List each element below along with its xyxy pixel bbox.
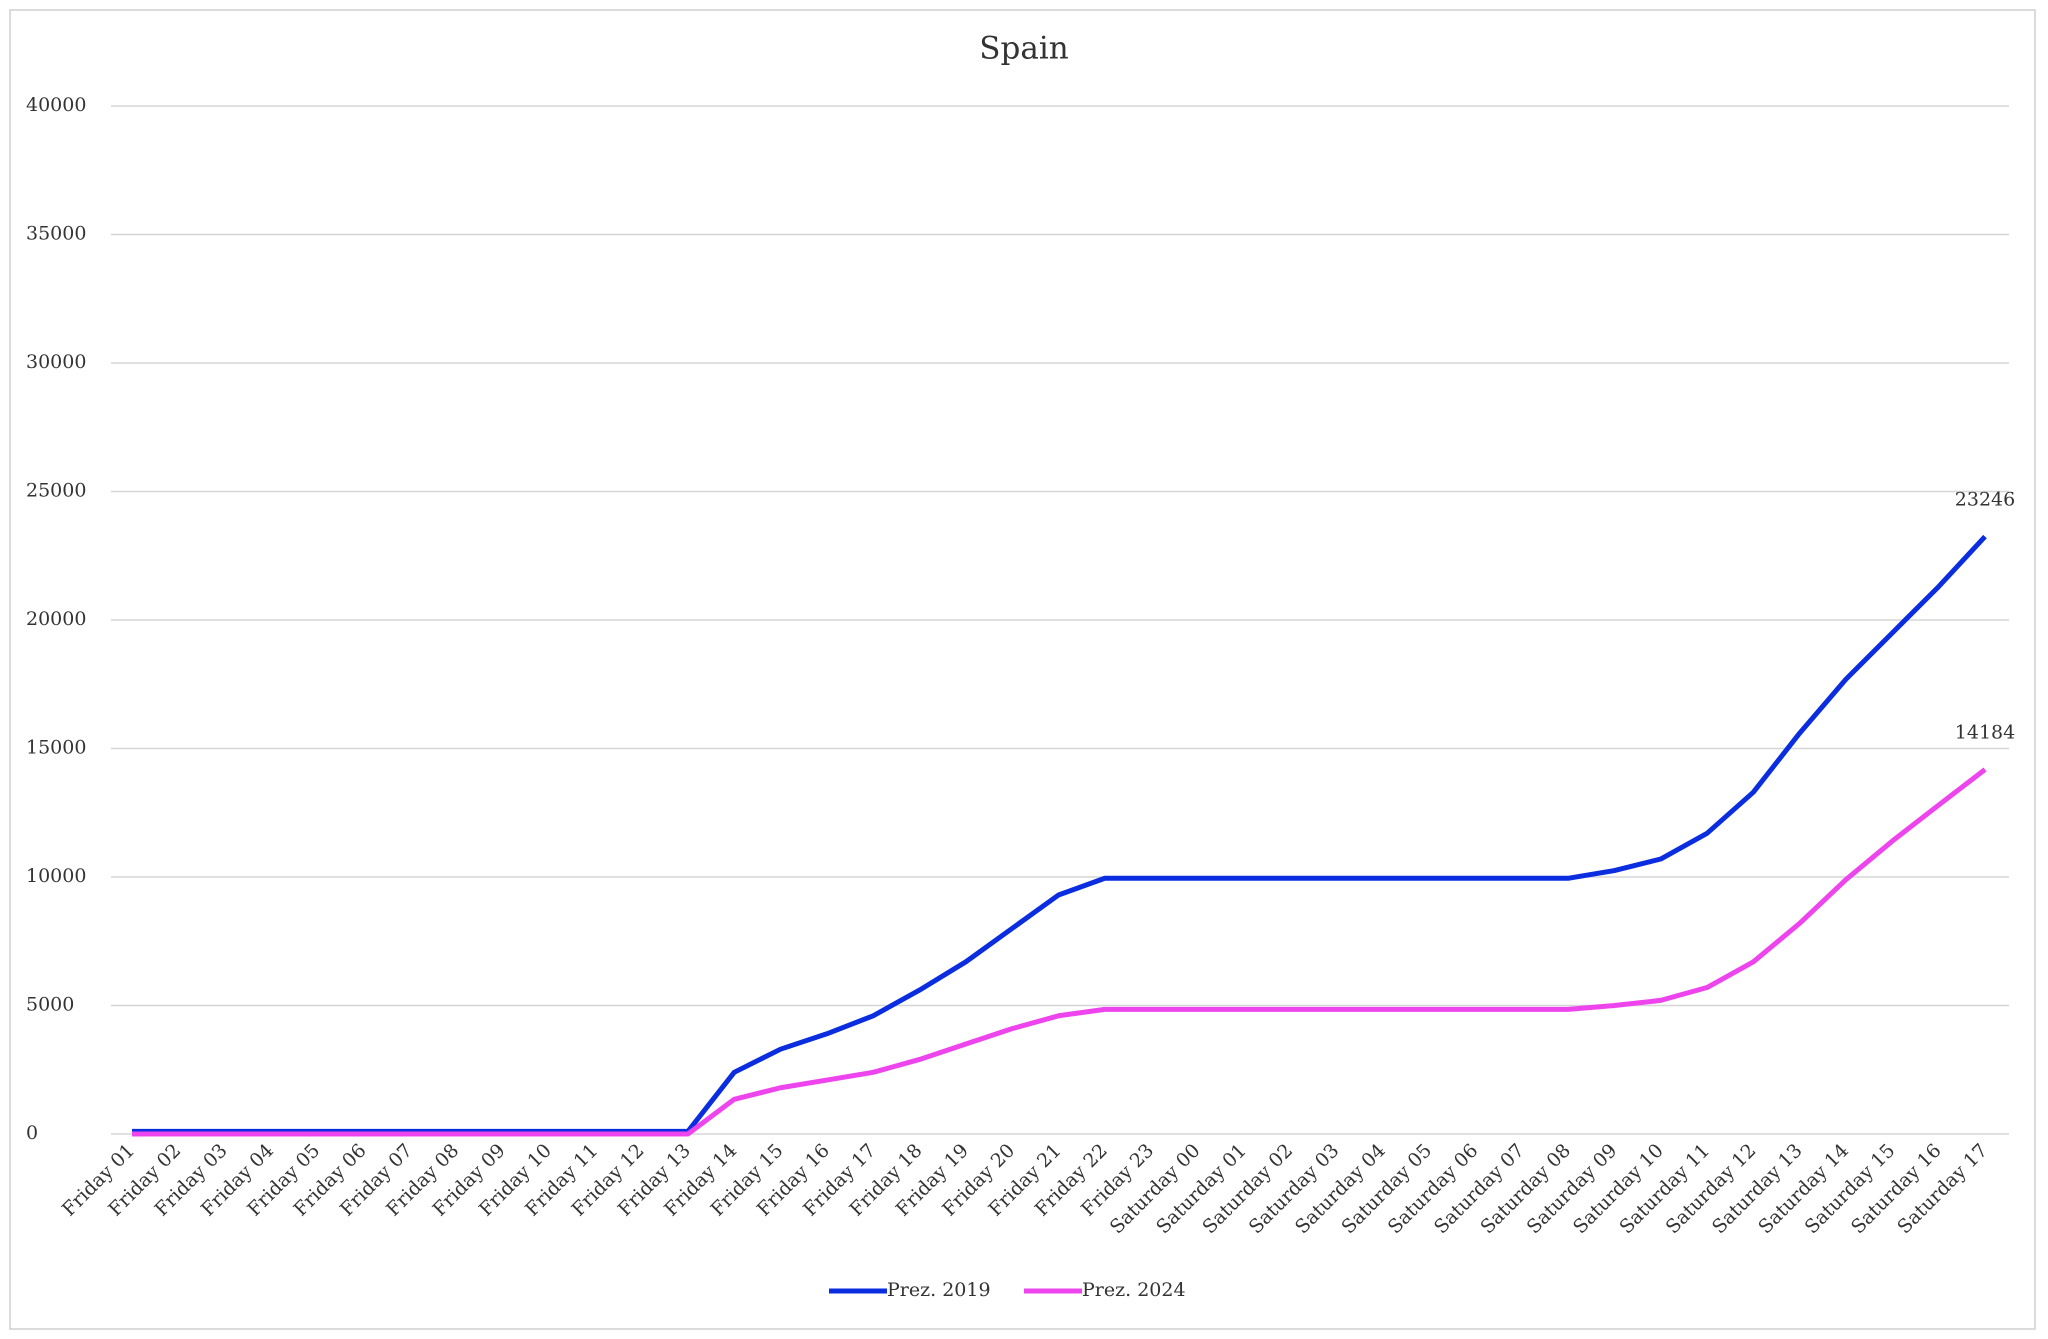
data-label: 23246 <box>1955 489 2015 511</box>
chart-title: Spain <box>979 31 1068 67</box>
y-tick-label: 15000 <box>26 737 86 759</box>
legend-label: Prez. 2019 <box>887 1279 991 1301</box>
y-tick-label: 20000 <box>26 608 86 630</box>
y-tick-label: 25000 <box>26 480 86 502</box>
y-tick-label: 30000 <box>26 351 86 373</box>
y-tick-label: 0 <box>26 1122 38 1144</box>
y-tick-label: 5000 <box>26 994 74 1016</box>
data-line <box>132 534 1987 1134</box>
y-tick-label: 40000 <box>26 94 86 116</box>
y-tick-label: 10000 <box>26 865 86 887</box>
y-tick-label: 35000 <box>26 223 86 245</box>
data-label: 14184 <box>1955 721 2015 743</box>
legend-label: Prez. 2024 <box>1082 1279 1186 1301</box>
data-line <box>132 767 1987 1137</box>
chart-frame <box>9 9 2036 1330</box>
